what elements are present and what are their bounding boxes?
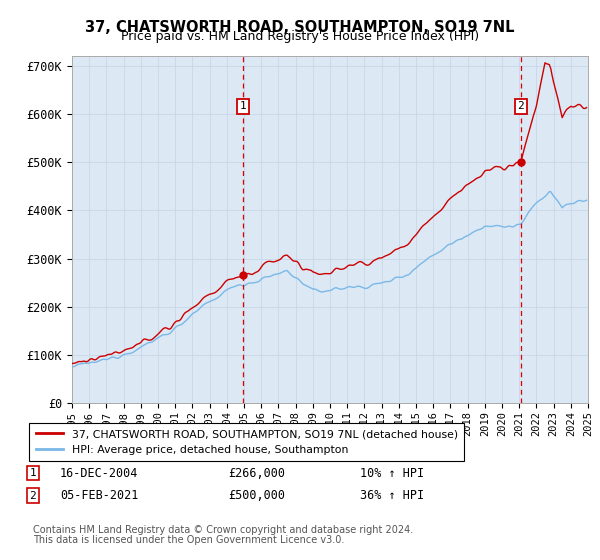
- Text: 05-FEB-2021: 05-FEB-2021: [60, 489, 139, 502]
- Legend: 37, CHATSWORTH ROAD, SOUTHAMPTON, SO19 7NL (detached house), HPI: Average price,: 37, CHATSWORTH ROAD, SOUTHAMPTON, SO19 7…: [29, 423, 464, 461]
- Text: This data is licensed under the Open Government Licence v3.0.: This data is licensed under the Open Gov…: [33, 535, 344, 545]
- Text: Contains HM Land Registry data © Crown copyright and database right 2024.: Contains HM Land Registry data © Crown c…: [33, 525, 413, 535]
- Text: 16-DEC-2004: 16-DEC-2004: [60, 466, 139, 480]
- Text: 1: 1: [29, 468, 37, 478]
- Text: 2: 2: [517, 101, 524, 111]
- Text: £500,000: £500,000: [228, 489, 285, 502]
- Text: 36% ↑ HPI: 36% ↑ HPI: [360, 489, 424, 502]
- Text: 2: 2: [29, 491, 37, 501]
- Text: Price paid vs. HM Land Registry's House Price Index (HPI): Price paid vs. HM Land Registry's House …: [121, 30, 479, 43]
- Text: 1: 1: [240, 101, 247, 111]
- Text: 10% ↑ HPI: 10% ↑ HPI: [360, 466, 424, 480]
- Text: 37, CHATSWORTH ROAD, SOUTHAMPTON, SO19 7NL: 37, CHATSWORTH ROAD, SOUTHAMPTON, SO19 7…: [85, 20, 515, 35]
- Text: £266,000: £266,000: [228, 466, 285, 480]
